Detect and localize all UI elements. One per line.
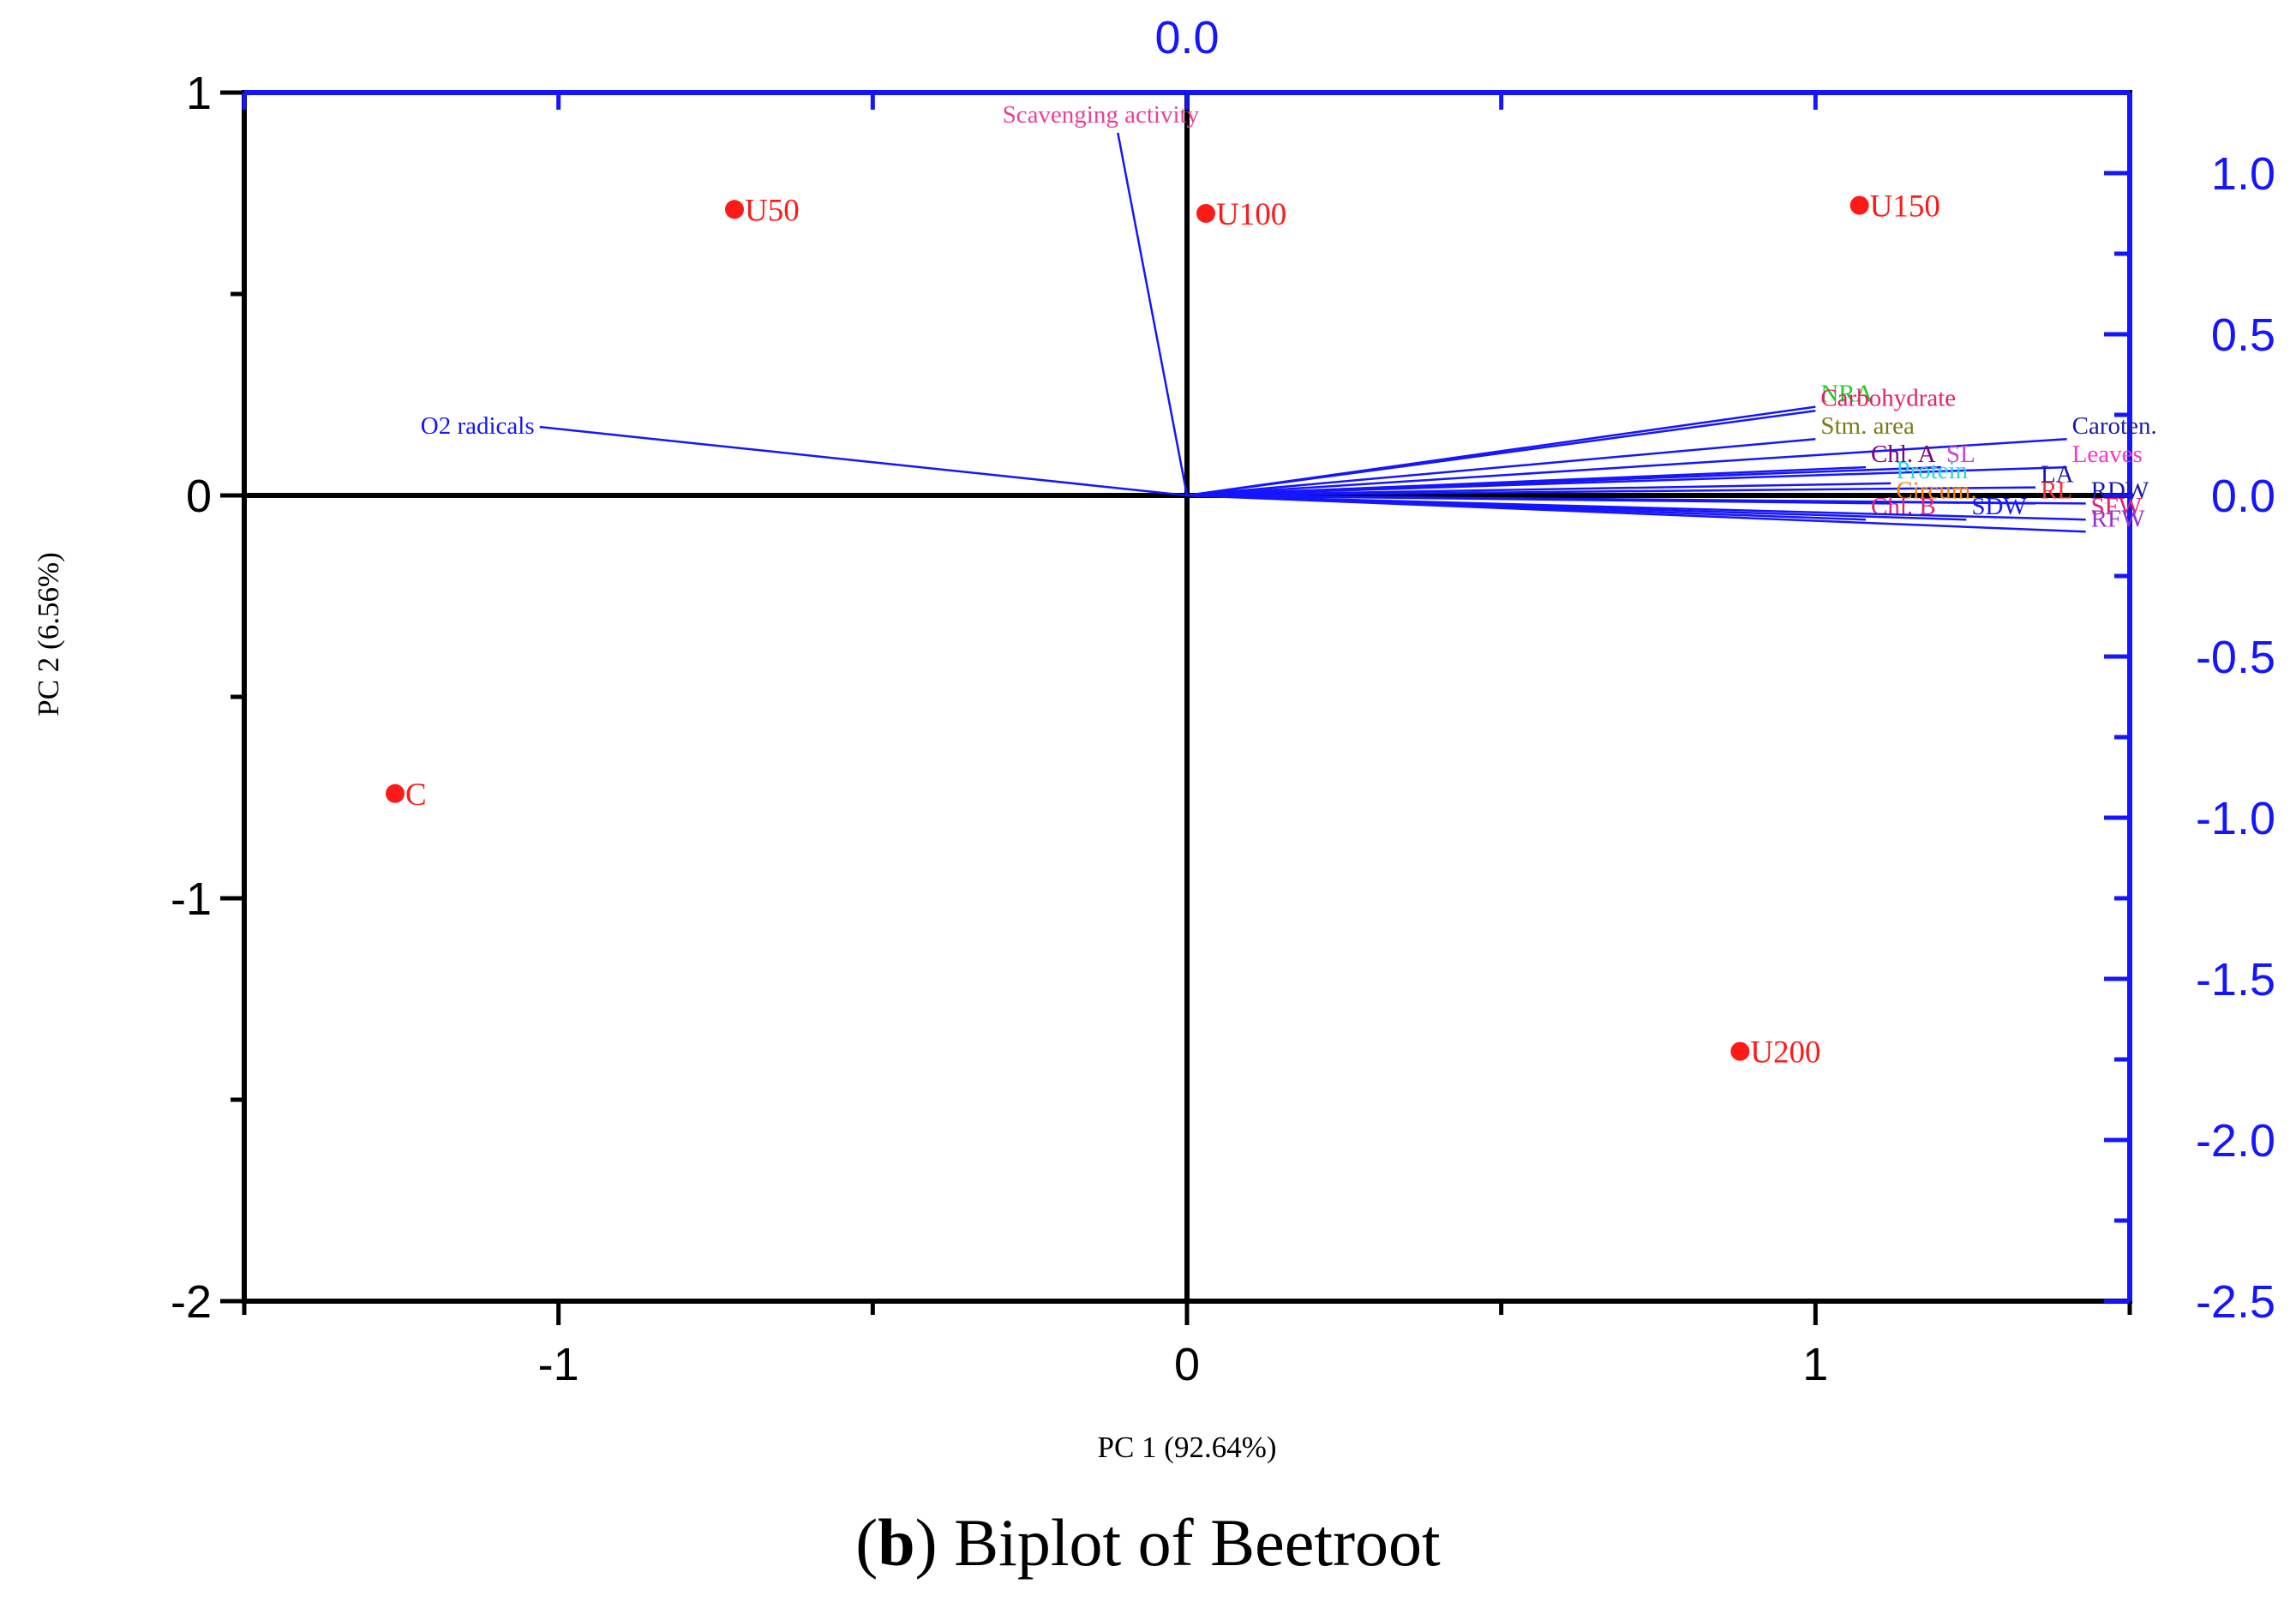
score-label: U150 <box>1870 189 1940 225</box>
right-tick-label: 0.5 <box>2211 309 2275 361</box>
x-tick-label: 1 <box>1802 1339 1828 1390</box>
score-label: U200 <box>1750 1035 1820 1071</box>
loading-vector <box>1186 437 2067 497</box>
figure-caption: (b) Biplot of Beetroot <box>855 1505 1441 1580</box>
loading-label: NRA <box>1820 381 1873 408</box>
right-axis-ticks: 1.0 0.5 0.0 -0.5 -1.0 -1.5 -2.0 -2.5 <box>2104 90 2275 1328</box>
loading-vector <box>1186 465 2067 497</box>
right-tick-label: -0.5 <box>2196 632 2275 683</box>
loading-vector <box>1186 494 2086 533</box>
loading-vector <box>539 425 1188 497</box>
loading-vector <box>1186 486 2036 497</box>
right-tick-label: 0.0 <box>2211 471 2275 522</box>
loading-label: RL <box>2041 477 2072 504</box>
x-axis-title: PC 1 (92.64%) <box>1097 1431 1276 1464</box>
score-label: C <box>405 777 427 813</box>
score-points: U50 U100 U150 C U200 <box>386 189 1940 1071</box>
score-label: U50 <box>745 193 800 228</box>
y-tick-label: -2 <box>171 1276 212 1328</box>
x-tick-label: -1 <box>538 1339 579 1390</box>
left-axis-ticks: 1 0 -1 -2 <box>171 68 244 1328</box>
score-point <box>1196 204 1215 223</box>
score-point <box>1730 1041 1750 1061</box>
y-tick-label: 1 <box>186 68 212 119</box>
right-tick-label: -2.5 <box>2196 1276 2275 1328</box>
y-axis-title: PC 2 (6.56%) <box>32 552 65 717</box>
loading-label: Circum. <box>1896 477 1976 504</box>
right-tick-label: -1.5 <box>2196 954 2275 1005</box>
top-axis-ticks <box>242 93 2132 110</box>
loading-label: Scavenging activity <box>1003 101 1200 129</box>
loading-vector <box>1186 494 2086 521</box>
loading-vector <box>1117 132 1189 496</box>
caption-text: Biplot of Beetroot <box>937 1505 1441 1580</box>
loading-vector <box>1186 494 2086 505</box>
y-tick-label: -1 <box>171 873 212 925</box>
loading-vectors: Scavenging activity O2 radicals NRACarbohy… <box>421 101 2157 533</box>
y-tick-label: 0 <box>186 471 212 522</box>
right-tick-label: -2.0 <box>2196 1115 2275 1167</box>
loading-vector <box>1186 410 1816 497</box>
caption-letter: b <box>878 1505 915 1580</box>
x-tick-label: 0 <box>1174 1339 1200 1390</box>
loading-label: Stm. area <box>1820 412 1915 440</box>
loading-label: SL <box>1946 441 1975 468</box>
loading-label: Chl. A <box>1871 441 1936 468</box>
score-point <box>1849 195 1869 215</box>
loading-label: LA <box>2041 461 2074 489</box>
score-label: U100 <box>1216 197 1286 232</box>
right-tick-label: 1.0 <box>2211 148 2275 200</box>
loading-vector <box>1186 437 1816 497</box>
right-tick-label: -1.0 <box>2196 793 2275 844</box>
bottom-axis-ticks: -1 0 1 <box>242 1301 2132 1390</box>
score-point <box>386 783 405 803</box>
loading-label: RFW <box>2091 505 2145 532</box>
loading-label: Protein <box>1896 457 1968 484</box>
top-axis-label: 0.0 <box>1154 12 1219 63</box>
loading-label: RDW <box>2091 477 2149 504</box>
loading-label: Caroten. <box>2072 412 2157 440</box>
score-point <box>725 200 744 219</box>
loading-label: Carbohydrate <box>1820 384 1956 411</box>
loading-label: Leaves <box>2072 441 2143 468</box>
loading-label: SFW <box>2091 493 2143 520</box>
loading-label: O2 radicals <box>421 412 535 440</box>
